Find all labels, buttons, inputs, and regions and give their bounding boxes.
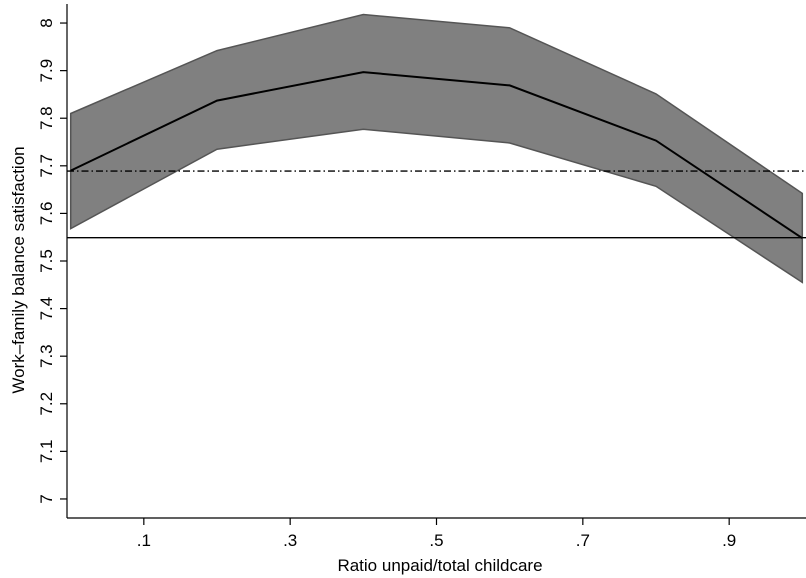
- y-tick-label: 7.9: [37, 59, 56, 83]
- y-tick-label: 7.6: [37, 202, 56, 226]
- y-tick-label: 7: [37, 494, 56, 503]
- y-tick-label: 7.2: [37, 392, 56, 416]
- y-tick-label: 7.4: [37, 297, 56, 321]
- confidence-band: [69, 13, 804, 284]
- x-tick-label: .5: [429, 531, 443, 550]
- x-tick-label: .7: [576, 531, 590, 550]
- x-tick-label: .9: [722, 531, 736, 550]
- y-tick-label: 8: [37, 18, 56, 27]
- y-tick-label: 7.3: [37, 344, 56, 368]
- y-axis-label: Work–family balance satisfaction: [9, 146, 28, 393]
- x-tick-label: .1: [137, 531, 151, 550]
- x-tick-label: .3: [283, 531, 297, 550]
- plot-area: [67, 13, 806, 284]
- x-axis-label: Ratio unpaid/total childcare: [337, 556, 542, 575]
- y-tick-label: 7.1: [37, 440, 56, 464]
- axes: Work–family balance satisfaction Ratio u…: [9, 4, 806, 575]
- y-tick-label: 7.5: [37, 249, 56, 273]
- estimate-line: [70, 71, 803, 240]
- y-tick-label: 7.8: [37, 106, 56, 130]
- y-tick-label: 7.7: [37, 154, 56, 178]
